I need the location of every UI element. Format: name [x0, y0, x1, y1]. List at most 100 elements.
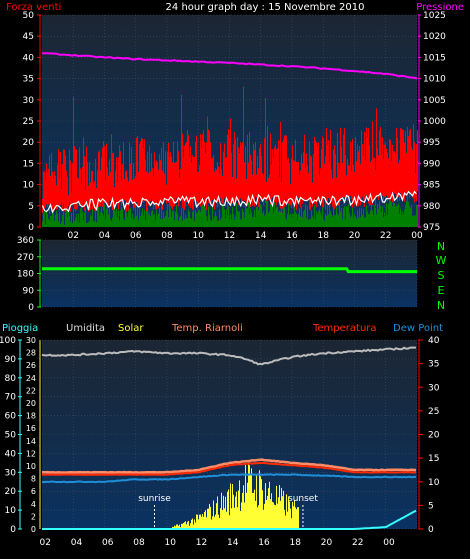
- pressure-y-tick-label: 1025: [423, 11, 446, 21]
- x-tick-label: 12: [224, 231, 235, 241]
- direction-y-tick-label: 180: [17, 270, 34, 280]
- pressure-y-tick-label: 1010: [423, 75, 446, 85]
- legend-temperature: Temperatura: [312, 323, 377, 334]
- pressure-y-tick-label: 995: [423, 138, 440, 148]
- pressure-series: [41, 52, 418, 80]
- solar-y-tick-label: 28: [26, 349, 36, 358]
- solar-y-tick-label: 16: [26, 424, 36, 433]
- pressure-y-tick-label: 990: [423, 159, 440, 169]
- pressure-y-tick-label: 975: [423, 223, 440, 233]
- x-tick-label: 00: [411, 231, 423, 241]
- x-tick-label: 14: [255, 231, 267, 241]
- wind-y-tick-label: 30: [23, 96, 35, 106]
- x-tick-label: 14: [227, 538, 239, 548]
- direction-y-tick-label: 360: [17, 236, 34, 246]
- compass-e: E: [438, 284, 445, 297]
- x-tick-label: 04: [71, 538, 83, 548]
- temp-y-tick-label: 20: [428, 431, 440, 441]
- x-tick-label: 20: [321, 538, 333, 548]
- wind-y-tick-label: 10: [23, 181, 35, 191]
- direction-series: [42, 267, 417, 274]
- rain-y-tick-label: 20: [5, 487, 17, 497]
- legend-solar: Solar: [118, 323, 144, 334]
- rain-y-tick-label: 30: [5, 468, 17, 478]
- x-tick-label: 02: [40, 538, 51, 548]
- x-tick-label: 10: [193, 231, 205, 241]
- x-tick-label: 12: [196, 538, 207, 548]
- temp-y-tick-label: 10: [428, 478, 440, 488]
- wind-y-tick-label: 5: [28, 202, 34, 212]
- solar-y-tick-label: 4: [31, 500, 36, 509]
- solar-y-tick-label: 6: [31, 487, 36, 496]
- solar-y-tick-label: 14: [26, 437, 36, 446]
- rain-y-tick-label: 70: [5, 393, 17, 403]
- compass-n-top: N: [437, 240, 445, 253]
- pressure-y-tick-label: 980: [423, 202, 440, 212]
- wind-y-tick-label: 50: [23, 11, 35, 21]
- rain-y-tick-label: 90: [5, 355, 17, 365]
- sunset-label: sunset: [288, 494, 318, 504]
- temp-y-tick-label: 0: [428, 525, 434, 535]
- x-tick-label: 04: [99, 231, 111, 241]
- wind-y-tick-label: 25: [23, 117, 34, 127]
- legend-rain: Pioggia: [2, 323, 38, 334]
- x-tick-label: 08: [161, 231, 173, 241]
- rain-y-tick-label: 60: [5, 412, 17, 422]
- solar-y-tick-label: 2: [31, 512, 36, 521]
- temp2-series: [42, 458, 416, 474]
- wind-y-tick-label: 40: [23, 53, 35, 63]
- solar-y-tick-label: 0: [31, 525, 36, 534]
- graph-title: 24 hour graph day : 15 Novembre 2010: [166, 2, 365, 13]
- rain-y-tick-label: 10: [5, 506, 17, 516]
- wind-avg-series: [41, 190, 417, 214]
- temp-y-tick-label: 40: [428, 336, 440, 346]
- legend-dewpoint: Dew Point: [393, 323, 443, 334]
- x-tick-label: 08: [133, 538, 145, 548]
- wind-y-tick-label: 45: [23, 32, 34, 42]
- solar-series: [168, 462, 299, 529]
- temp-y-tick-label: 30: [428, 383, 440, 393]
- solar-y-tick-label: 20: [26, 399, 36, 408]
- wind-y-tick-label: 35: [23, 75, 34, 85]
- temp-y-tick-label: 15: [428, 454, 439, 464]
- direction-y-tick-label: 90: [23, 286, 35, 296]
- x-tick-label: 16: [286, 231, 298, 241]
- wind-y-tick-label: 15: [23, 159, 34, 169]
- x-tick-label: 00: [383, 538, 395, 548]
- direction-panel-axes: 0 90 180 270 360: [17, 236, 41, 313]
- x-tick-label: 10: [165, 538, 177, 548]
- rain-y-tick-label: 80: [5, 374, 17, 384]
- x-tick-label: 22: [380, 231, 391, 241]
- pressure-axis-label: Pressione: [416, 2, 464, 13]
- pressure-y-tick-label: 1020: [423, 32, 446, 42]
- x-tick-label: 06: [130, 231, 142, 241]
- direction-y-tick-label: 270: [17, 253, 34, 263]
- compass-s: S: [438, 269, 445, 282]
- pressure-y-tick-label: 985: [423, 181, 440, 191]
- x-tick-label: 06: [102, 538, 114, 548]
- pressure-y-tick-label: 1005: [423, 96, 446, 106]
- x-tick-label: 18: [290, 538, 302, 548]
- direction-y-tick-label: 0: [28, 303, 34, 313]
- wind-panel-series: [41, 52, 418, 227]
- legend-humidity: Umidita: [66, 323, 105, 334]
- temp-panel-axes: 0102030405060708090100024681012141618202…: [0, 336, 440, 548]
- solar-y-tick-label: 10: [26, 462, 36, 471]
- solar-y-tick-label: 8: [31, 475, 36, 484]
- solar-y-tick-label: 30: [26, 336, 36, 345]
- x-tick-label: 02: [68, 231, 79, 241]
- dewpoint-series: [41, 473, 416, 484]
- rain-y-tick-label: 0: [10, 525, 16, 535]
- solar-y-tick-label: 18: [26, 412, 36, 421]
- wind-panel-axes: 0510152025303540455097598098599099510001…: [23, 11, 447, 241]
- solar-y-tick-label: 12: [26, 449, 36, 458]
- rain-y-tick-label: 100: [0, 336, 16, 346]
- temp-y-tick-label: 5: [428, 501, 434, 511]
- direction-panel-grid: [42, 239, 418, 308]
- compass-w: W: [436, 254, 447, 267]
- wind-axis-label: Forza venti: [6, 2, 61, 13]
- x-tick-label: 20: [349, 231, 361, 241]
- solar-y-tick-label: 22: [26, 386, 36, 395]
